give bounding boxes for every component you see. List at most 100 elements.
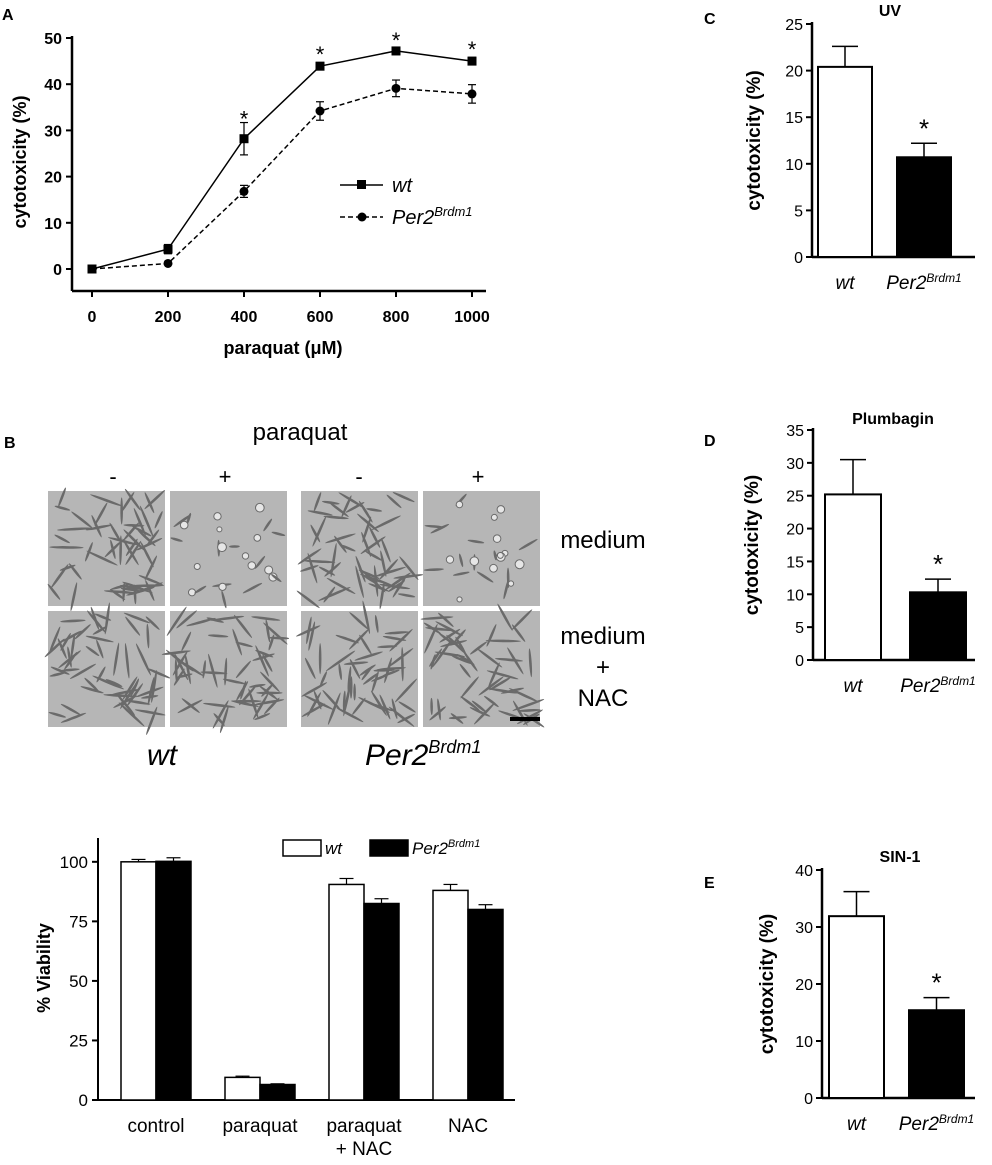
ytick-label: 0 [804,1091,813,1108]
ytick-label: 20 [786,522,804,539]
chart-b-category-label: paraquat [222,1116,298,1137]
bar-wt [120,861,157,1101]
chart-b-ylabel: % Viability [34,923,54,1013]
spindle-cell [371,515,401,530]
spindle-cell [328,501,349,518]
spindle-cell [48,712,67,718]
spindle-cell [453,629,466,644]
significance-star: * [933,549,943,579]
spindle-cell [68,563,82,580]
spindle-cell [107,537,139,546]
panel-letter-a: A [2,7,14,24]
spindle-cell [90,494,123,507]
spindle-cell [92,626,107,635]
chart-a-xlabel: paraquat (μM) [223,338,342,358]
spindle-cell [478,676,504,696]
spindle-cell [358,697,390,713]
spindle-cell [135,643,152,676]
spindle-cell [392,492,415,503]
spindle-cell [144,489,165,510]
spindle-cell [228,545,240,548]
spindle-cell [58,487,66,507]
spindle-cell [384,631,409,635]
spindle-cell [323,586,336,603]
spindle-cell [307,510,333,516]
ytick-label: 5 [795,620,804,637]
spindle-cell [517,708,541,712]
spindle-cell [391,698,398,719]
spindle-cell [116,693,136,716]
rounded-cell [496,551,504,559]
spindle-cell [511,609,533,631]
chart-title: Plumbagin [852,411,934,428]
spindle-cell [166,606,187,636]
rounded-cell [445,555,455,564]
chart-b-ytick-label: 100 [60,853,88,872]
spindle-cell [176,610,197,629]
micrograph-panel: paraquat - + - + medium medium + NAC wt … [44,419,646,772]
spindle-cell [300,565,319,572]
spindle-cell [173,514,192,528]
category-label-wt: wt [836,273,856,294]
data-point-per2 [239,186,249,196]
spindle-cell [387,648,414,668]
spindle-cell [473,702,496,725]
ytick-label: 35 [786,423,804,440]
category-label-line: paraquat [326,1116,402,1137]
spindle-cell [334,535,347,553]
bar-per2 [259,1083,296,1101]
data-point-wt [239,134,249,144]
spindle-cell [388,706,415,727]
legend-wt-text: wt [325,839,343,858]
chart-c-bar: UV cytotoxicity (%) 0 5 10 15 20 25 wt Per2Brdm1 * [744,3,975,294]
spindle-cell [297,548,322,565]
spindle-cell [366,508,383,512]
spindle-cell [132,526,152,537]
spindle-cell [105,679,123,687]
spindle-cell [488,662,500,689]
spindle-cell [57,527,93,531]
spindle-cell [393,574,424,579]
spindle-cell [222,678,246,685]
chart-a-ytick-label: 20 [44,170,62,187]
chart-e-bar: SIN-1 cytotoxicity (%) 0 10 20 30 40 wt Per2Brdm… [757,849,975,1135]
spindle-cell [110,689,140,696]
micrograph-grid [44,487,545,736]
spindle-cell [429,706,446,721]
spindle-cell [145,616,160,630]
rounded-cell [507,580,515,587]
spindle-cell [133,507,146,536]
rounded-cell [496,505,506,514]
category-label-wt: wt [844,676,864,697]
category-label-line: + NAC [336,1139,393,1160]
spindle-cell [341,495,352,518]
spindle-cell [60,668,80,672]
spindle-cell [345,502,365,513]
spindle-cell [325,533,356,544]
spindle-cell [380,550,387,577]
spindle-cell [437,698,441,721]
spindle-cell [202,702,236,708]
spindle-cell [236,681,249,701]
chart-a-xtick-label: 0 [88,309,97,326]
spindle-cell [429,648,443,667]
spindle-cell [318,586,351,601]
rounded-cell [514,559,525,570]
spindle-cell [399,556,419,580]
spindle-cell [221,590,227,609]
micrograph-dense-cells [301,491,418,606]
spindle-cell [424,623,438,654]
rounded-cell [456,596,463,603]
bar-wt [224,1076,261,1101]
row-label-nac-line2: + [596,654,610,681]
spindle-cell [69,663,97,680]
spindle-cell [125,700,151,705]
spindle-cell [362,672,379,685]
spindle-cell [310,524,321,543]
spindle-cell [434,651,465,658]
category-label-per2-sup: Brdm1 [939,1112,974,1126]
spindle-cell [364,550,383,561]
chart-a-ylabel: cytotoxicity (%) [10,95,30,228]
spindle-cell [91,515,102,538]
spindle-cell [186,617,216,627]
